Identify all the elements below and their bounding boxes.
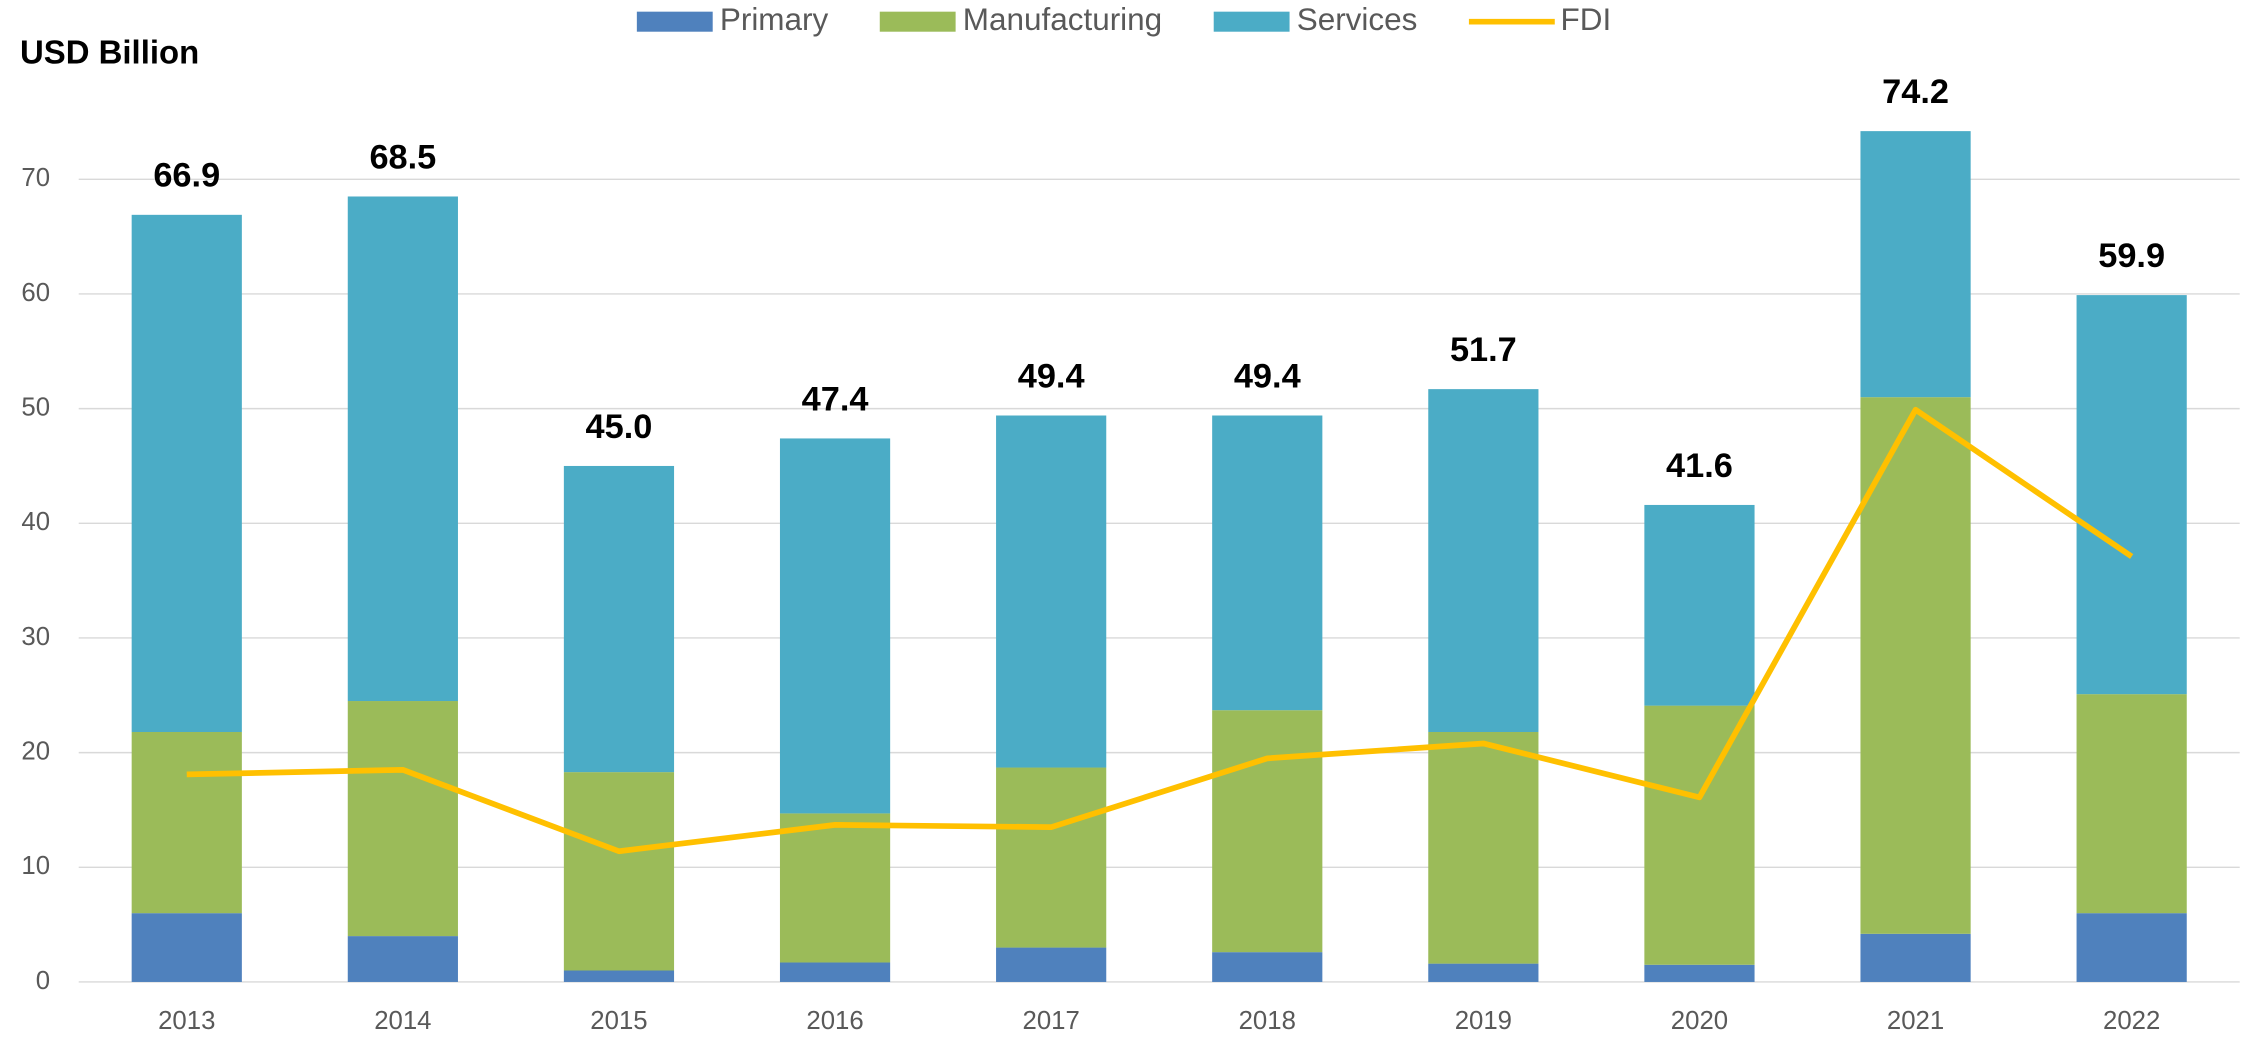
bar-segment	[347, 196, 458, 702]
y-axis-label: USD Billion	[20, 33, 199, 70]
legend-label: Primary	[720, 2, 829, 37]
x-tick-label: 2016	[806, 1007, 863, 1035]
x-tick-label: 2013	[158, 1007, 215, 1035]
legend-label: Manufacturing	[963, 2, 1162, 37]
x-tick-label: 2021	[1887, 1007, 1944, 1035]
y-tick-label: 50	[21, 393, 50, 421]
total-label: 45.0	[586, 408, 653, 446]
bar-segment	[996, 767, 1107, 948]
total-label: 66.9	[153, 157, 220, 195]
legend-label: FDI	[1561, 2, 1612, 37]
x-tick-label: 2014	[374, 1007, 431, 1035]
legend-swatch	[636, 11, 713, 32]
total-label: 49.4	[1018, 357, 1085, 395]
y-tick-label: 70	[21, 164, 50, 192]
bar-segment	[2076, 295, 2187, 695]
bar-segment	[563, 970, 675, 982]
x-tick-label: 2017	[1023, 1007, 1080, 1035]
total-label: 59.9	[2098, 237, 2165, 275]
x-tick-label: 2020	[1671, 1007, 1728, 1035]
total-label: 47.4	[802, 380, 869, 418]
x-tick-label: 2019	[1455, 1007, 1512, 1035]
legend-label: Services	[1297, 2, 1418, 37]
bar-segment	[779, 962, 891, 982]
bar-segment	[779, 813, 891, 963]
x-tick-label: 2018	[1239, 1007, 1296, 1035]
bar-segment	[131, 913, 242, 982]
bar-segment	[996, 947, 1107, 982]
total-label: 41.6	[1666, 447, 1733, 485]
bar-segment	[1644, 964, 1755, 982]
bar-segment	[1428, 389, 1539, 732]
total-label: 74.2	[1882, 73, 1949, 111]
bar-segment	[1860, 397, 1971, 934]
bar-segment	[1212, 952, 1323, 982]
bar-segment	[1644, 705, 1755, 965]
total-label: 49.4	[1234, 357, 1301, 395]
y-tick-label: 30	[21, 623, 50, 651]
y-tick-label: 20	[21, 737, 50, 765]
line-series	[186, 406, 2134, 855]
bar-segment	[563, 465, 675, 773]
bar-segment	[1644, 504, 1755, 706]
y-tick-label: 10	[21, 852, 50, 880]
bar-segment	[347, 701, 458, 937]
bar-segment	[1860, 131, 1971, 398]
bar-segment	[779, 438, 891, 814]
bar-segment	[347, 936, 458, 982]
bar-segment	[2076, 694, 2187, 914]
legend-swatch	[1213, 11, 1290, 32]
x-tick-label: 2022	[2103, 1007, 2160, 1035]
bar-segment	[996, 415, 1107, 768]
total-label: 51.7	[1450, 331, 1517, 369]
y-tick-label: 60	[21, 279, 50, 307]
x-tick-label: 2015	[590, 1007, 647, 1035]
bar-segment	[2076, 913, 2187, 982]
bar-segment	[1860, 933, 1971, 982]
bar-segment	[563, 772, 675, 971]
bar-segment	[1212, 415, 1323, 711]
bar-segment	[131, 731, 242, 914]
bar-segment	[1428, 963, 1539, 982]
y-tick-label: 40	[21, 508, 50, 536]
y-tick-label: 0	[36, 967, 50, 995]
total-label: 68.5	[369, 138, 436, 176]
bar-segment	[131, 214, 242, 732]
bar-segment	[1428, 731, 1539, 964]
legend-swatch	[879, 11, 956, 32]
bar-segment	[1212, 710, 1323, 953]
